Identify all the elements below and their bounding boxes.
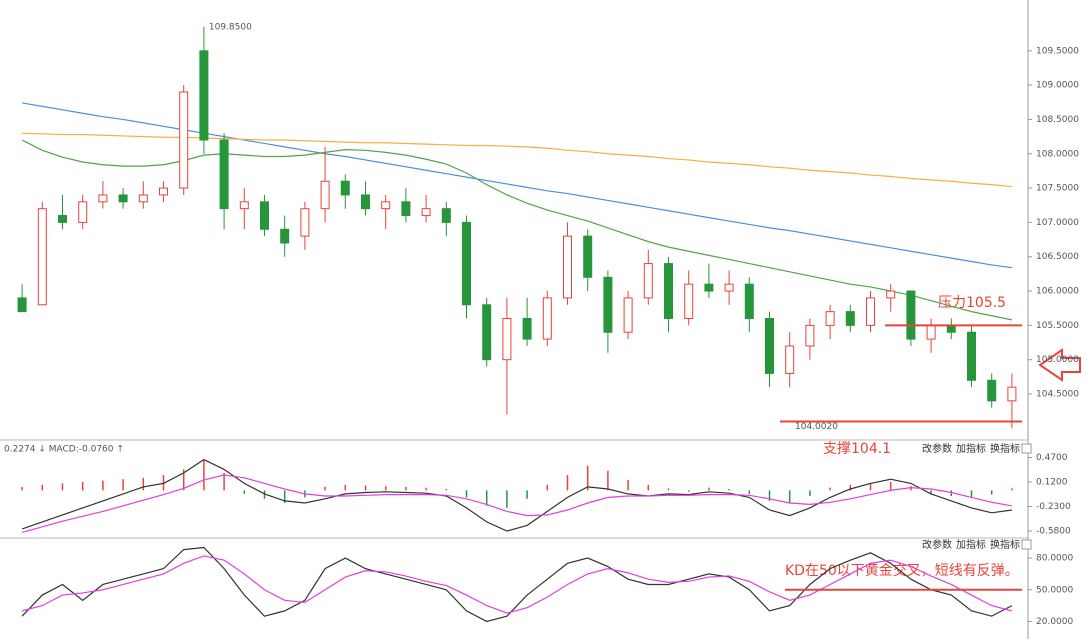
candle-body — [219, 139, 229, 210]
candle-body — [58, 215, 67, 223]
candle-body — [340, 180, 350, 196]
y-tick-label: 50.0000 — [1036, 585, 1073, 595]
candle-body — [967, 331, 976, 381]
kd-toolbar: 改参数 加指标 换指标 — [922, 538, 1032, 551]
candle-body — [926, 324, 936, 340]
candle-body — [765, 318, 774, 374]
candle-body — [482, 304, 492, 361]
y-tick-label: 108.0000 — [1036, 149, 1079, 159]
y-tick-label: 107.0000 — [1036, 218, 1079, 228]
y-tick-label: -0.2300 — [1036, 502, 1071, 512]
candle-body — [300, 208, 310, 237]
button[interactable]: 改参数 — [922, 442, 952, 455]
button[interactable]: 加指标 — [956, 442, 986, 455]
y-tick-label: 109.5000 — [1036, 46, 1079, 56]
candle-body — [825, 311, 835, 326]
y-tick-label: 106.0000 — [1036, 287, 1079, 297]
y-tick-label: 104.5000 — [1036, 390, 1079, 400]
candle-body — [118, 194, 128, 203]
candle-body — [421, 208, 431, 217]
candle-body — [381, 201, 391, 210]
close-button[interactable] — [1021, 443, 1032, 454]
y-tick-label: 108.5000 — [1036, 115, 1079, 125]
arrow-icon — [1038, 348, 1081, 382]
candle-body — [563, 235, 572, 299]
y-tick-label: 80.0000 — [1036, 554, 1073, 564]
y-tick-label: 106.5000 — [1036, 252, 1079, 262]
high-label: 109.8500 — [209, 22, 252, 32]
candle-body — [785, 345, 795, 374]
y-tick-label: 0.1200 — [1036, 478, 1068, 488]
y-tick-label: 109.0000 — [1036, 81, 1079, 91]
candle-body — [987, 379, 997, 402]
candle-body — [138, 194, 148, 203]
candle-body — [159, 187, 168, 196]
candle-body — [239, 201, 249, 210]
kd-note: KD在50以下黄金交叉，短线有反弹。 — [785, 562, 1019, 579]
candle-body — [361, 194, 370, 210]
low-label: 104.0020 — [795, 422, 838, 432]
button[interactable]: 换指标 — [990, 538, 1020, 551]
candle-body — [401, 201, 411, 217]
y-tick-label: 107.5000 — [1036, 184, 1079, 194]
candle-body — [906, 290, 916, 340]
support-text: 支撑104.1 — [823, 441, 891, 457]
candle-body — [845, 311, 855, 326]
button[interactable]: 换指标 — [990, 442, 1020, 455]
candle-body — [704, 283, 714, 292]
line — [21, 458, 1012, 532]
candle-body — [522, 318, 532, 340]
candle-body — [623, 297, 633, 333]
candle-body — [320, 180, 330, 210]
candle-body — [179, 91, 189, 189]
candle-body — [280, 228, 290, 244]
close-button[interactable] — [1021, 539, 1032, 550]
candle-body — [462, 221, 471, 306]
candle-body — [643, 263, 653, 299]
resistance-text: 压力105.5 — [938, 295, 1006, 311]
y-tick-label: 105.5000 — [1036, 321, 1079, 331]
candle-body — [664, 263, 673, 320]
candle-body — [98, 194, 108, 203]
candle-body — [78, 201, 88, 223]
y-tick-label: 105.0000 — [1036, 355, 1079, 365]
candle-body — [946, 324, 956, 333]
candle-body — [684, 283, 694, 320]
macd-toolbar: 改参数 加指标 换指标 — [922, 442, 1032, 455]
candle-body — [17, 297, 27, 313]
candle-body — [805, 324, 815, 347]
candle-body — [886, 290, 896, 299]
candle-body — [502, 318, 512, 361]
button[interactable]: 加指标 — [956, 538, 986, 551]
button[interactable]: 改参数 — [922, 538, 952, 551]
candle-body — [866, 297, 875, 326]
candle-body — [199, 50, 209, 141]
line — [21, 474, 1013, 533]
candle-body — [542, 297, 552, 340]
line — [21, 546, 1013, 623]
y-tick-label: 0.4700 — [1036, 453, 1068, 463]
candle-body — [724, 283, 734, 292]
candle-body — [441, 208, 451, 223]
candle-body — [1007, 386, 1017, 402]
candle-body — [583, 235, 593, 278]
y-tick-label: 20.0000 — [1036, 617, 1073, 627]
candle-body — [37, 208, 47, 306]
y-tick-label: -0.5800 — [1036, 527, 1071, 537]
candle-body — [744, 283, 754, 320]
candle-body — [260, 201, 269, 230]
line — [21, 555, 1013, 614]
macd-label: 0.2274 ↓ MACD:-0.0760 ↑ — [4, 445, 124, 455]
candle-body — [603, 276, 613, 333]
